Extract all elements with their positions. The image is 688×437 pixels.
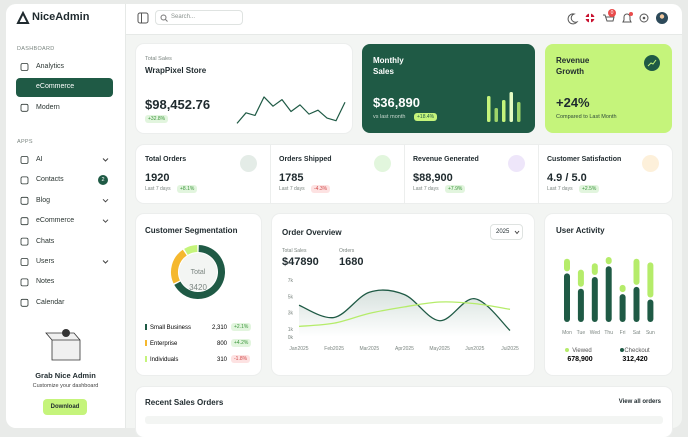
stats-card: Total Orders 1920 Last 7 days +8.1% Orders S… bbox=[136, 145, 672, 203]
card-title: Revenue bbox=[556, 56, 590, 65]
sales-value: $98,452.76 bbox=[145, 97, 211, 112]
stat-label: Orders bbox=[339, 248, 355, 254]
bell-badge bbox=[629, 12, 633, 16]
card-title: Monthly bbox=[373, 56, 404, 65]
change-badge: +32.8% bbox=[145, 115, 169, 123]
menu-item[interactable]: Notes bbox=[36, 278, 55, 286]
segmentation-card: Customer Segmentation bbox=[136, 214, 261, 375]
section-title: APPS bbox=[17, 139, 33, 145]
user-activity-card: User Activity bbox=[545, 214, 672, 375]
theme-icon[interactable] bbox=[567, 13, 579, 25]
bell-icon[interactable] bbox=[622, 13, 632, 23]
card-note: vs last month bbox=[373, 114, 406, 120]
cart-badge: 0 bbox=[608, 9, 616, 17]
stat-icon bbox=[240, 155, 257, 172]
change-badge: -1.8% bbox=[231, 355, 251, 363]
search-box[interactable]: Search... bbox=[155, 10, 243, 25]
card-title: User Activity bbox=[556, 226, 605, 235]
growth-value: +24% bbox=[556, 95, 590, 110]
stat-value: 1920 bbox=[145, 172, 170, 184]
stat-icon bbox=[374, 155, 391, 172]
stat-value: 1785 bbox=[279, 172, 304, 184]
promo-button[interactable]: Download bbox=[43, 399, 87, 415]
card-title: Sales bbox=[373, 67, 394, 76]
stat-title: Customer Satisfaction bbox=[547, 156, 622, 163]
card-title: Growth bbox=[556, 67, 584, 76]
menu-item[interactable]: Calendar bbox=[36, 298, 65, 306]
menu-item[interactable]: Analytics bbox=[36, 63, 65, 70]
header-icons bbox=[567, 12, 668, 25]
total-sales-card: Total Sales WrapPixel Store $98,452.76 +… bbox=[136, 44, 352, 133]
menu-item[interactable]: Modern bbox=[36, 103, 60, 111]
stat-title: Revenue Generated bbox=[413, 156, 479, 163]
divider bbox=[538, 145, 539, 203]
year-select[interactable]: 2025 bbox=[490, 224, 523, 240]
menu-item[interactable]: Contacts bbox=[36, 176, 64, 184]
search-icon bbox=[160, 14, 168, 22]
recent-orders-card: Recent Sales Orders View all orders bbox=[136, 387, 672, 437]
sales-value: $36,890 bbox=[373, 95, 420, 110]
change-badge: +2.5% bbox=[579, 185, 600, 193]
stat-period: Last 7 days bbox=[145, 186, 171, 192]
stat-label: Total Sales bbox=[282, 248, 307, 254]
search-placeholder: Search... bbox=[171, 14, 196, 20]
cart-icon[interactable] bbox=[603, 14, 615, 22]
order-overview-card: Order Overview 2025 Total Sales $47890 O… bbox=[272, 214, 534, 375]
card-title: Order Overview bbox=[282, 228, 342, 237]
change-badge: +2.1% bbox=[231, 323, 252, 331]
change-badge: -4.3% bbox=[311, 185, 331, 193]
card-label: Total Sales bbox=[145, 56, 172, 62]
card-title: WrapPixel Store bbox=[145, 66, 207, 75]
change-badge: +18.4% bbox=[414, 113, 438, 121]
section-title: DASHBOARD bbox=[17, 46, 55, 52]
divider bbox=[404, 145, 405, 203]
promo-title: Grab Nice Admin bbox=[35, 371, 96, 380]
stat-value: 4.9 / 5.0 bbox=[547, 172, 587, 184]
card-title: Recent Sales Orders bbox=[145, 398, 224, 407]
stat-value: $47890 bbox=[282, 256, 319, 268]
menu-item[interactable]: eCommerce bbox=[36, 83, 75, 91]
menu-item[interactable]: Blog bbox=[36, 196, 51, 204]
view-all-link[interactable]: View all orders bbox=[618, 399, 661, 405]
menu-item[interactable]: AI bbox=[36, 156, 43, 163]
card-note: Compared to Last Month bbox=[556, 114, 617, 120]
stat-period: Last 7 days bbox=[547, 186, 573, 192]
change-badge: +7.9% bbox=[445, 185, 466, 193]
divider bbox=[270, 145, 271, 203]
menu-item[interactable]: eCommerce bbox=[36, 217, 75, 225]
stat-value: 1680 bbox=[339, 256, 364, 268]
stat-value: $88,900 bbox=[413, 172, 453, 184]
menu-item[interactable]: Users bbox=[36, 258, 55, 265]
revenue-growth-card: Revenue Growth +24% Compared to Last Mon… bbox=[545, 44, 672, 133]
card-title: Customer Segmentation bbox=[145, 226, 238, 235]
stat-title: Orders Shipped bbox=[279, 156, 332, 163]
active-item-bg bbox=[16, 77, 113, 97]
menu-badge: 2 bbox=[98, 175, 108, 186]
change-badge: +4.2% bbox=[231, 339, 252, 347]
stat-icon bbox=[508, 155, 525, 172]
monthly-sales-card: Monthly Sales $36,890 vs last month +18.… bbox=[362, 44, 535, 133]
settings-icon[interactable] bbox=[639, 13, 649, 23]
year-value: 2025 bbox=[496, 229, 510, 235]
menu-item[interactable]: Chats bbox=[36, 237, 55, 245]
stat-title: Total Orders bbox=[145, 156, 187, 163]
chevron bbox=[514, 230, 520, 235]
stat-period: Last 7 days bbox=[413, 186, 439, 192]
logo-icon bbox=[16, 11, 30, 24]
language-flag[interactable] bbox=[585, 13, 595, 23]
sidebar bbox=[6, 4, 126, 428]
menu-toggle[interactable] bbox=[137, 12, 149, 24]
stat-period: Last 7 days bbox=[279, 186, 305, 192]
change-badge: +8.1% bbox=[177, 185, 198, 193]
growth-icon bbox=[644, 55, 660, 71]
promo-text: Customize your dashboard bbox=[32, 383, 99, 389]
table-header bbox=[145, 416, 663, 424]
stat-icon bbox=[642, 155, 659, 172]
brand: NiceAdmin bbox=[32, 11, 90, 23]
